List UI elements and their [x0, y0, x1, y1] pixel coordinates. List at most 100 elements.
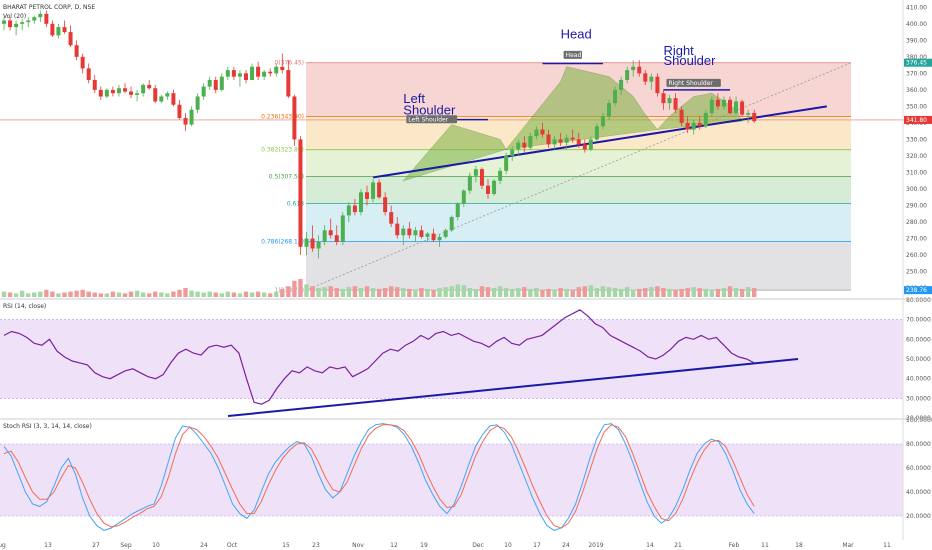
volume-bar — [588, 285, 594, 297]
volume-bar — [352, 286, 358, 297]
candle-body — [607, 103, 611, 117]
candle-body — [740, 101, 745, 115]
rsi-tick-label: 60.0000 — [906, 336, 931, 343]
volume-bar — [606, 287, 612, 297]
candle-body — [171, 93, 176, 105]
candle-body — [292, 96, 297, 140]
volume-bar — [195, 291, 200, 297]
candle-body — [207, 79, 212, 87]
candle-body — [619, 79, 624, 90]
x-tick-label: 12 — [390, 542, 398, 549]
price-tick-label: 330.00 — [906, 136, 927, 143]
volume-bar — [631, 289, 636, 297]
candle-body — [443, 230, 448, 237]
candle-body — [734, 101, 739, 114]
pattern-annotation: Shoulder — [663, 53, 716, 68]
candle-body — [26, 20, 31, 23]
volume-bar — [516, 288, 521, 297]
volume-bar — [673, 289, 678, 297]
candle-body — [286, 70, 291, 97]
volume-bar — [461, 285, 466, 297]
candle-body — [110, 89, 115, 94]
candle-body — [44, 13, 49, 24]
price-tick-label: 250.00 — [906, 269, 927, 276]
pattern-annotation: Shoulder — [403, 103, 456, 118]
volume-bar — [709, 289, 715, 297]
candle-body — [177, 104, 182, 118]
volume-bar — [691, 287, 696, 297]
candle-body — [383, 197, 388, 213]
candle-body — [395, 223, 400, 236]
volume-bar — [431, 289, 436, 297]
volume-bar — [473, 288, 479, 297]
pattern-tag-bg — [406, 115, 458, 124]
rsi-trend-line — [227, 358, 799, 418]
candle-body — [256, 66, 261, 77]
volume-bar — [122, 293, 128, 297]
candle-body — [371, 182, 376, 199]
volume-bar — [32, 292, 37, 297]
x-tick-label: 11 — [761, 542, 769, 549]
candle-body — [455, 203, 460, 218]
volume-bar — [395, 287, 400, 297]
fib-level-label: 0.236(343.90) — [261, 113, 304, 120]
x-tick-label: 23 — [312, 542, 320, 549]
volume-bar — [104, 293, 110, 297]
candle-body — [425, 233, 430, 237]
candle-body — [449, 217, 454, 231]
neckline — [372, 105, 827, 179]
price-badge-label: 376.45 — [906, 60, 927, 67]
x-tick-label: 10 — [504, 542, 512, 549]
volume-bar — [346, 287, 352, 297]
candle-body — [32, 17, 37, 21]
volume-bar — [213, 292, 218, 297]
volume-bar — [292, 280, 297, 297]
candle-body — [637, 66, 642, 74]
volume-bar — [219, 293, 224, 297]
candle-body — [576, 139, 581, 145]
candle-body — [486, 185, 490, 194]
volume-bar — [389, 286, 394, 297]
volume-bar — [237, 293, 243, 297]
volume-bar — [56, 293, 61, 297]
volume-bar — [207, 291, 212, 297]
fib-zone — [306, 149, 851, 177]
price-tick-label: 350.00 — [906, 103, 927, 110]
candle-body — [679, 109, 684, 123]
volume-bar — [667, 288, 672, 297]
rsi-pane[interactable]: 80.0000 70.0000 60.0000 50.0000 40.0000 30.00… — [0, 297, 931, 422]
volume-bar — [449, 286, 454, 297]
volume-bar — [80, 289, 85, 297]
rsi-line — [3, 309, 755, 405]
volume-bar — [564, 288, 569, 297]
x-tick-label: 17 — [533, 542, 541, 549]
price-pane[interactable]: 0(376.45) 0.236(343.90) 0.382(323.80) 0.5(3… — [0, 4, 932, 297]
volume-bar — [558, 288, 563, 297]
volume-bar — [522, 287, 527, 297]
volume-bar — [715, 288, 721, 297]
candle-body — [504, 155, 509, 171]
volume-bar — [19, 290, 25, 297]
volume-bar — [679, 288, 684, 297]
stoch-rsi-pane[interactable]: 100.0000 80.0000 60.0000 40.0000 20.0000 Stoc… — [0, 417, 932, 531]
price-tick-label: 300.00 — [906, 186, 927, 193]
volume-bar — [165, 293, 170, 297]
candle-body — [8, 20, 13, 28]
candle-body — [304, 238, 309, 247]
volume-bar — [231, 292, 237, 297]
volume-bar — [721, 288, 727, 297]
volume-bar — [437, 288, 442, 297]
rsi-tick-label: 80.0000 — [906, 297, 931, 304]
volume-bar — [376, 288, 382, 297]
candle-body — [613, 89, 618, 104]
candle-body — [522, 142, 527, 148]
stoch-tick-label: 60.0000 — [906, 465, 931, 472]
volume-bar — [733, 288, 739, 297]
x-tick-label: 15 — [282, 542, 290, 549]
rsi-tick-label: 30.0000 — [906, 395, 931, 402]
candle-body — [752, 113, 757, 122]
candle-body — [685, 122, 690, 130]
candle-body — [510, 149, 515, 156]
candle-body — [129, 91, 134, 95]
